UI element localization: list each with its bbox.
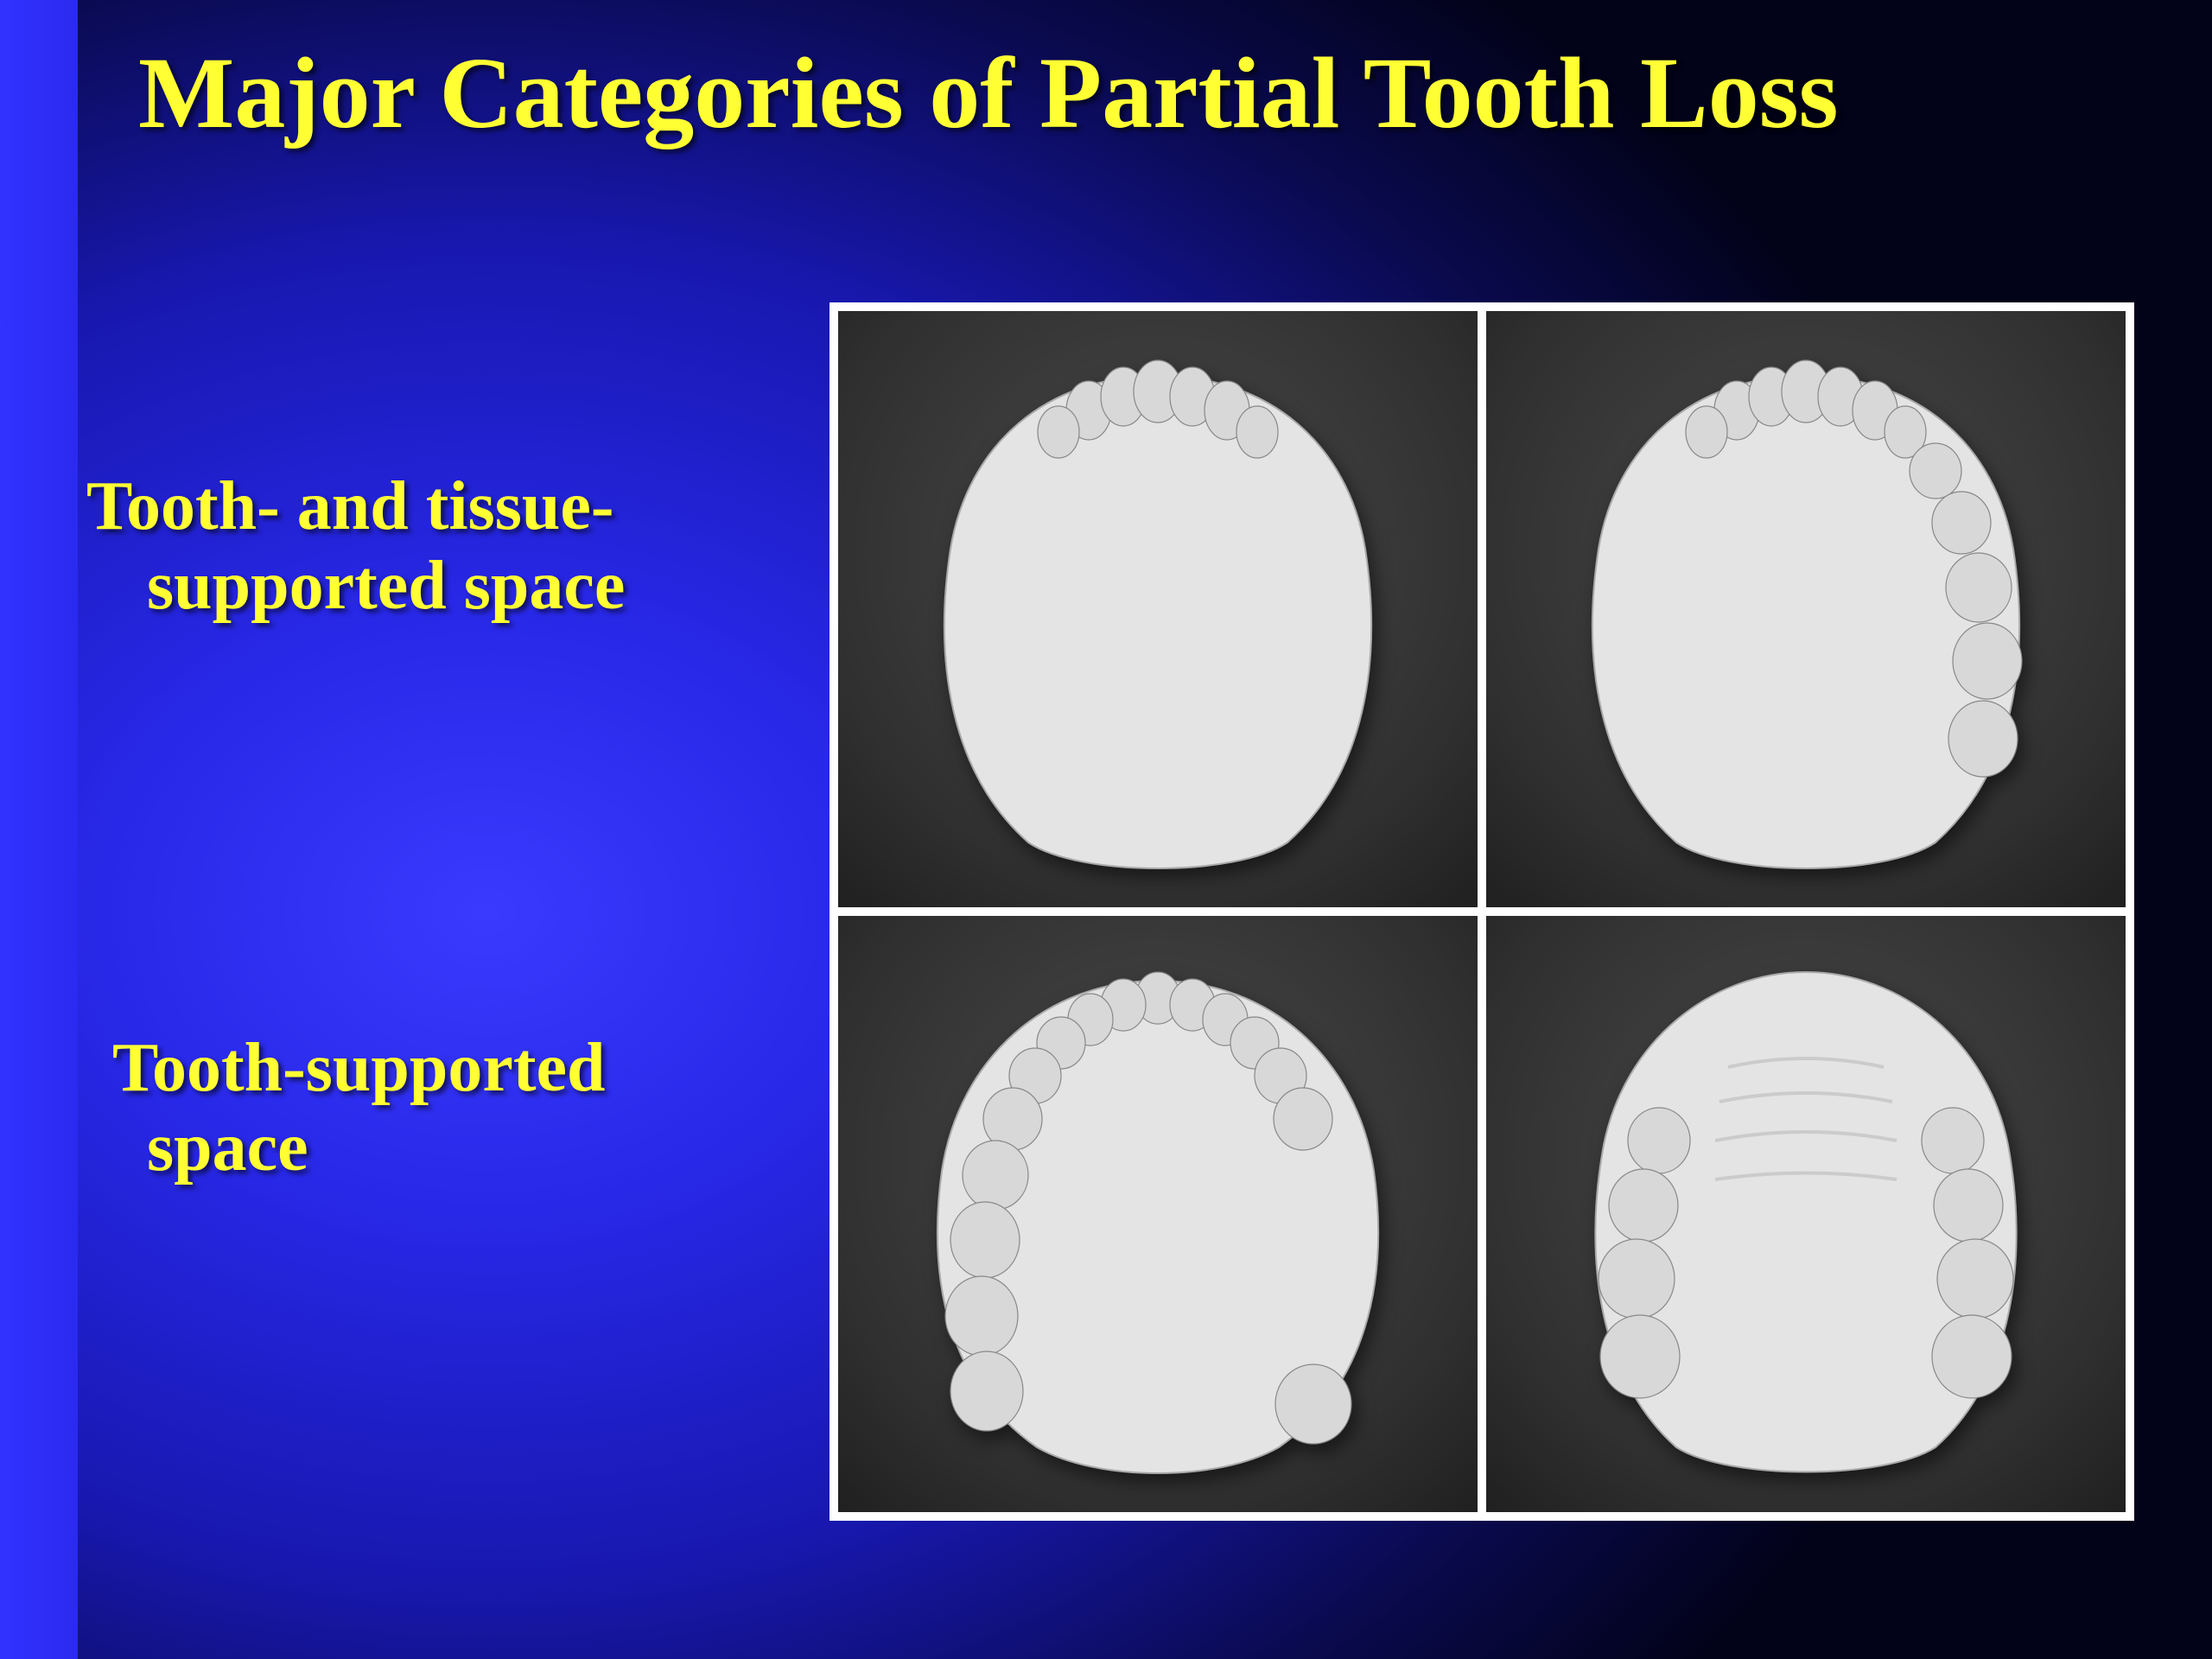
slide-left-accent: [0, 0, 78, 1659]
slide-title: Major Categories of Partial Tooth Loss: [138, 35, 2039, 152]
dental-cast: [1538, 341, 2074, 877]
dental-cast: [1538, 946, 2074, 1482]
dental-cast: [890, 341, 1426, 877]
cast-panel-bottom-left: [838, 916, 1478, 1512]
bullet-line: Tooth-supported: [112, 1030, 606, 1106]
dental-cast-grid: [830, 302, 2134, 1521]
cast-panel-top-left: [838, 311, 1478, 907]
bullet-line: supported space: [86, 546, 778, 626]
slide: Major Categories of Partial Tooth Loss T…: [0, 0, 2212, 1659]
cast-panel-top-right: [1486, 311, 2126, 907]
bullet-line: space: [112, 1108, 804, 1187]
bullet-tooth-supported: Tooth-supported space: [112, 1028, 804, 1187]
dental-cast: [881, 938, 1434, 1491]
bullet-tooth-and-tissue: Tooth- and tissue- supported space: [86, 467, 778, 626]
cast-panel-bottom-right: [1486, 916, 2126, 1512]
bullet-line: Tooth- and tissue-: [86, 468, 614, 544]
